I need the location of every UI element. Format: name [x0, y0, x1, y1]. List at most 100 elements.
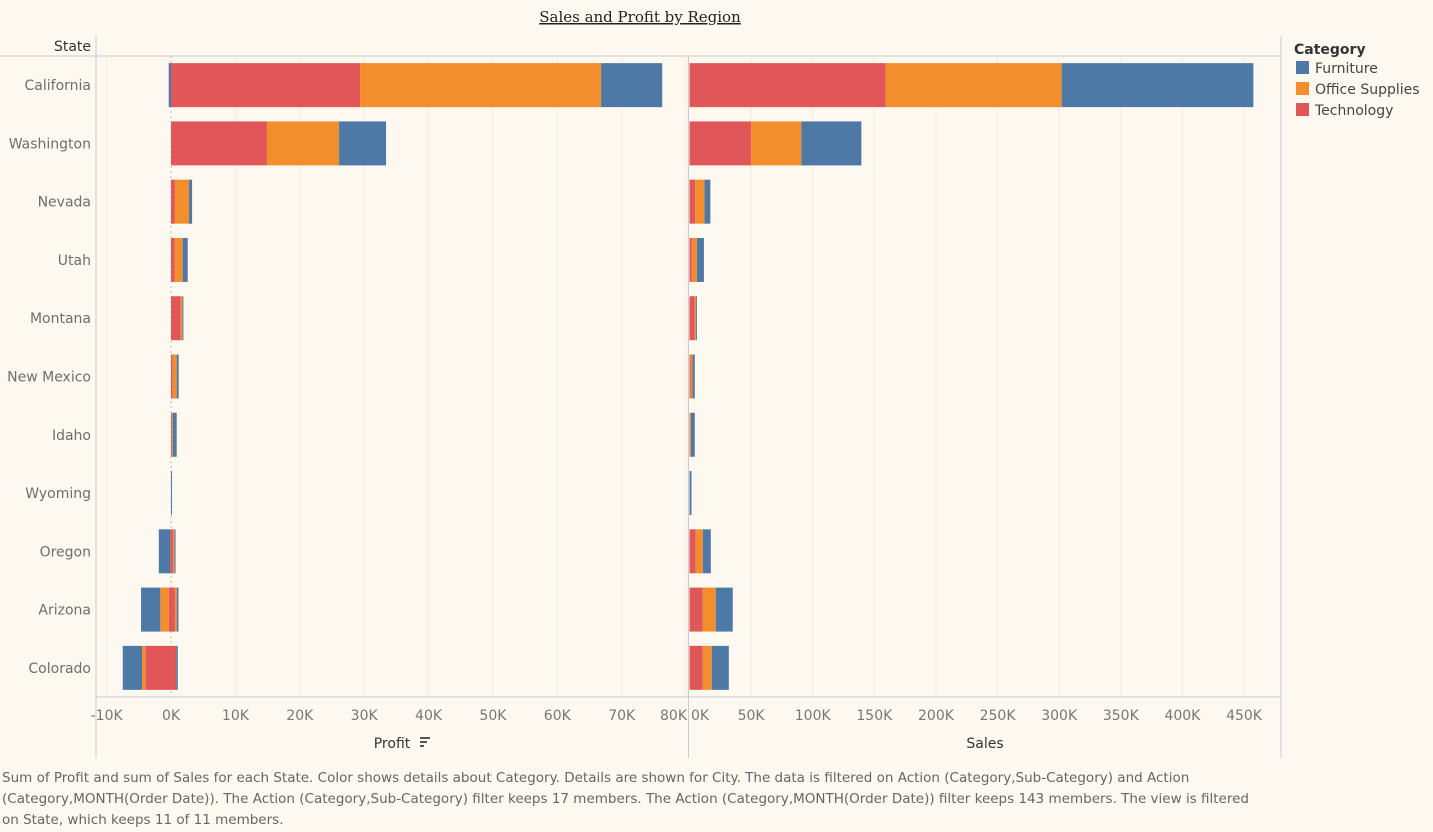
bar-office-supplies [694, 296, 696, 341]
bar-furniture [174, 529, 176, 574]
legend-swatch-technology[interactable] [1296, 103, 1309, 116]
tick-label: 50K [479, 708, 507, 724]
bar-furniture [122, 645, 143, 690]
bar-office-supplies [266, 121, 340, 166]
bar-office-supplies [689, 412, 691, 457]
tick-label: 400K [1164, 708, 1201, 724]
bar-office-supplies [690, 354, 693, 399]
bar-technology [689, 121, 752, 166]
tick-label: 0K [162, 708, 181, 724]
tick-label: 70K [608, 708, 636, 724]
tick-label: 350K [1103, 708, 1140, 724]
bar-furniture [702, 529, 711, 574]
gridlines [106, 56, 1245, 697]
legend: Category Furniture Office Supplies Techn… [1294, 42, 1420, 119]
tick-label: 450K [1226, 708, 1263, 724]
bar-furniture [171, 471, 173, 516]
row-label: Idaho [52, 428, 91, 444]
tick-label: 60K [544, 708, 572, 724]
legend-swatch-furniture[interactable] [1296, 61, 1309, 74]
bar-furniture [172, 412, 177, 457]
bar-furniture [176, 587, 179, 632]
bar-furniture [704, 179, 711, 224]
bar-technology [171, 529, 174, 574]
tick-label: 50K [738, 708, 766, 724]
tick-label: 30K [351, 708, 379, 724]
bar-technology [168, 587, 172, 632]
bar-office-supplies [691, 237, 697, 282]
bar-office-supplies [885, 63, 1062, 108]
row-label: Oregon [40, 544, 91, 560]
legend-item-office-supplies[interactable]: Office Supplies [1315, 82, 1420, 98]
bar-office-supplies [702, 645, 712, 690]
bar-technology [171, 179, 175, 224]
tick-label: -10K [91, 708, 124, 724]
tick-label: 10K [222, 708, 250, 724]
row-header-state[interactable]: State [54, 39, 91, 55]
bar-furniture [801, 121, 862, 166]
bar-office-supplies [695, 179, 705, 224]
tick-label: 0K [691, 708, 710, 724]
bar-technology [171, 354, 173, 399]
bar-technology [145, 645, 172, 690]
bar-office-supplies [174, 179, 190, 224]
bar-furniture [182, 296, 184, 341]
bar-technology [689, 354, 691, 399]
bar-furniture [715, 587, 733, 632]
bar-furniture [689, 471, 692, 516]
legend-title: Category [1294, 42, 1366, 58]
bar-furniture [182, 237, 188, 282]
bar-furniture [141, 587, 161, 632]
row-label: Montana [30, 311, 91, 327]
row-label: California [25, 78, 91, 94]
bar-office-supplies [142, 645, 146, 690]
bar-furniture [339, 121, 387, 166]
bar-technology [171, 121, 267, 166]
tick-label: 200K [918, 708, 955, 724]
bar-furniture [158, 529, 171, 574]
bar-furniture [695, 296, 697, 341]
row-label: Utah [58, 253, 91, 269]
bar-technology [171, 645, 177, 690]
sort-descending-icon[interactable] [420, 737, 430, 747]
bar-furniture [696, 237, 704, 282]
bar-furniture [189, 179, 193, 224]
bars [122, 63, 1254, 690]
sales-profit-chart: Sales and Profit by Region State Califor… [0, 8, 1420, 758]
row-label: Arizona [38, 603, 91, 619]
row-label: New Mexico [7, 370, 91, 386]
bar-office-supplies [172, 354, 177, 399]
row-label: Colorado [28, 661, 91, 677]
bar-technology [689, 645, 703, 690]
bar-office-supplies [751, 121, 802, 166]
bar-technology [689, 63, 886, 108]
bar-furniture [168, 63, 172, 108]
bar-technology [689, 237, 692, 282]
bar-technology [170, 529, 172, 574]
bar-technology [171, 412, 173, 457]
bar-office-supplies [360, 63, 602, 108]
bar-office-supplies [171, 412, 173, 457]
bar-technology [171, 587, 175, 632]
bar-office-supplies [174, 587, 177, 632]
legend-item-technology[interactable]: Technology [1314, 103, 1393, 119]
tick-label: 40K [415, 708, 443, 724]
legend-item-furniture[interactable]: Furniture [1315, 61, 1378, 77]
legend-swatch-office-supplies[interactable] [1296, 82, 1309, 95]
bar-technology [171, 237, 175, 282]
bar-office-supplies [695, 529, 703, 574]
bar-office-supplies [180, 296, 183, 341]
bar-office-supplies [702, 587, 716, 632]
bar-office-supplies [174, 237, 183, 282]
bar-furniture [601, 63, 663, 108]
tick-label: 300K [1041, 708, 1078, 724]
axis-ticks: -10K 0K 10K 20K 30K 40K 50K 60K 70K 80K 0K 50K 100K 1… [91, 708, 1263, 724]
sales-axis-title[interactable]: Sales [966, 736, 1003, 752]
bar-office-supplies [173, 529, 175, 574]
row-labels: California Washington Nevada Utah Montana New… [7, 78, 91, 677]
bar-furniture [711, 645, 729, 690]
bar-technology [171, 63, 361, 108]
profit-axis-title[interactable]: Profit [374, 736, 411, 752]
row-label: Nevada [38, 195, 91, 211]
caption: Sum of Profit and sum of Sales for each … [2, 770, 1249, 828]
